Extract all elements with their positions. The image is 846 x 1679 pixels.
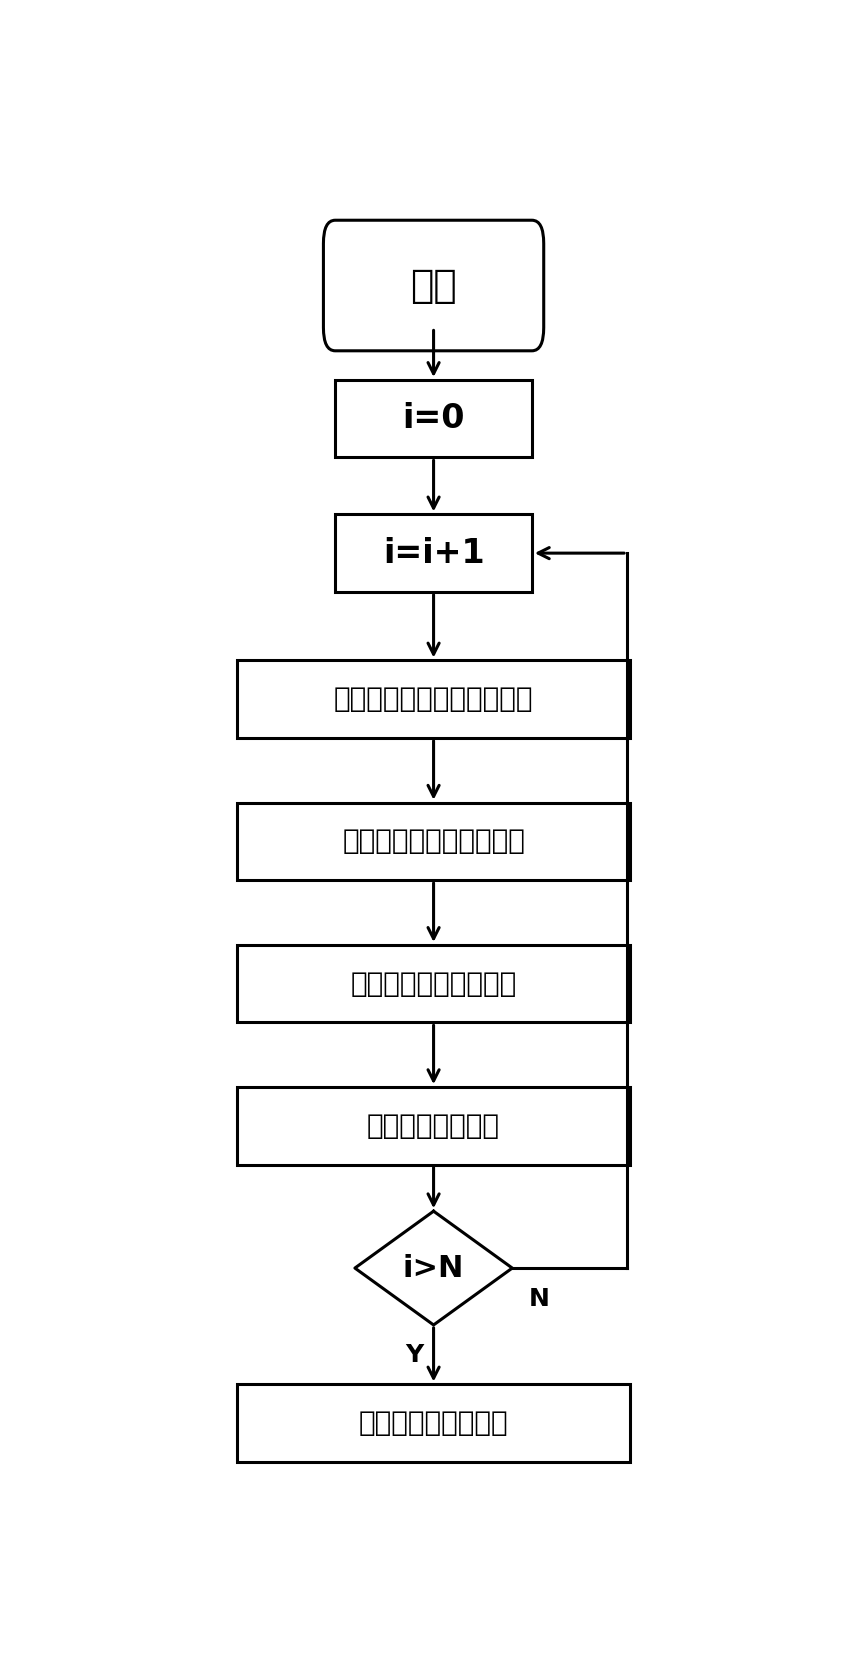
Bar — [237, 660, 630, 739]
Text: 计算电动汽车充电时长: 计算电动汽车充电时长 — [350, 970, 517, 997]
Text: 抽取电动汽车起始充电时间: 抽取电动汽车起始充电时间 — [334, 685, 533, 714]
Text: i>N: i>N — [403, 1254, 464, 1283]
Text: N: N — [529, 1288, 550, 1311]
Text: 抽取电动汽车日行驶里程: 抽取电动汽车日行驶里程 — [342, 828, 525, 855]
FancyBboxPatch shape — [323, 220, 544, 351]
Polygon shape — [355, 1211, 512, 1325]
Bar — [237, 1086, 630, 1165]
Text: i=0: i=0 — [403, 403, 464, 435]
Text: Y: Y — [404, 1343, 423, 1367]
Bar — [237, 945, 630, 1023]
Bar — [335, 514, 532, 593]
Text: 累计充电负荷曲线: 累计充电负荷曲线 — [367, 1111, 500, 1140]
Text: i=i+1: i=i+1 — [382, 537, 485, 569]
Text: 结束计算，输出曲线: 结束计算，输出曲线 — [359, 1409, 508, 1437]
Bar — [237, 1385, 630, 1462]
Text: 开始: 开始 — [410, 267, 457, 304]
Bar — [335, 379, 532, 457]
Bar — [237, 803, 630, 880]
